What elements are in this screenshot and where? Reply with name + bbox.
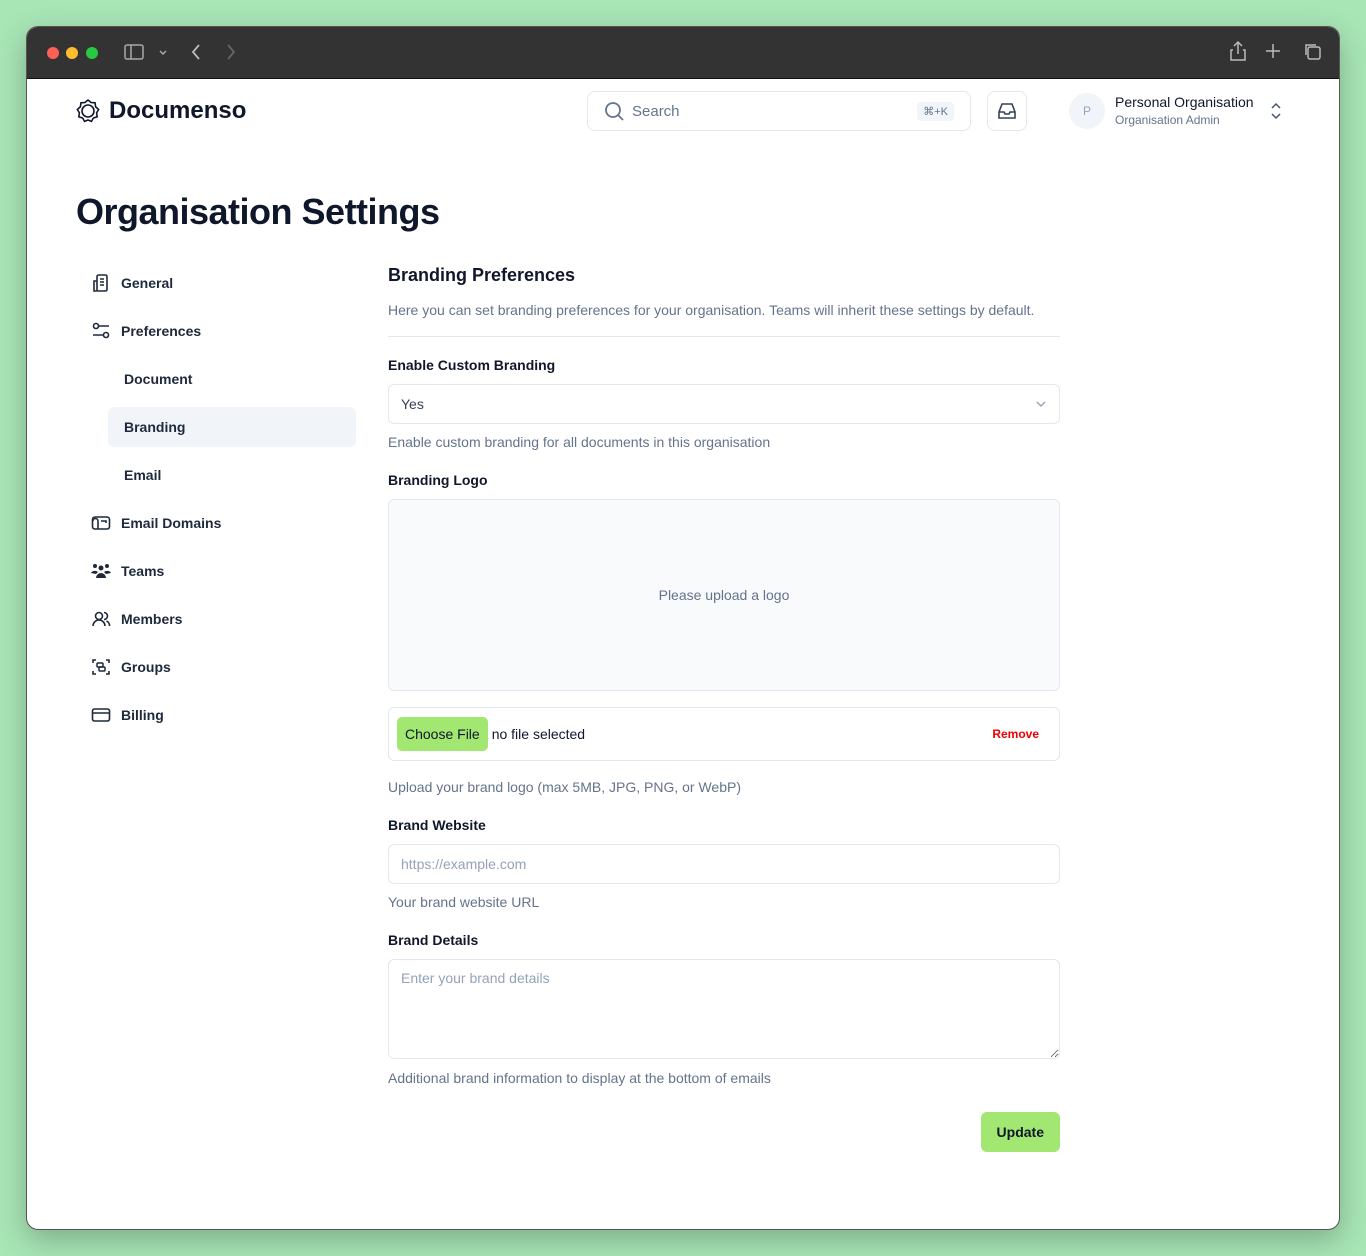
section-description: Here you can set branding preferences fo… xyxy=(388,302,1035,318)
website-help: Your brand website URL xyxy=(388,894,540,910)
sidebar-item-billing[interactable]: Billing xyxy=(83,695,356,735)
sliders-icon xyxy=(92,322,110,339)
search-placeholder: Search xyxy=(632,102,680,120)
divider xyxy=(388,336,1060,337)
logo-label: Branding Logo xyxy=(388,472,488,488)
credit-card-icon xyxy=(91,708,111,722)
sidebar-item-label: Email xyxy=(124,467,162,483)
users-icon xyxy=(92,611,111,627)
logo-help: Upload your brand logo (max 5MB, JPG, PN… xyxy=(388,779,741,795)
brand-name: Documenso xyxy=(109,97,247,124)
inbox-button[interactable] xyxy=(987,91,1027,131)
sidebar-item-label: Teams xyxy=(121,563,165,579)
sidebar-item-document[interactable]: Document xyxy=(83,359,356,399)
inbox-icon xyxy=(998,103,1016,119)
file-status: no file selected xyxy=(491,726,586,742)
sidebar-item-members[interactable]: Members xyxy=(83,599,356,639)
search-icon xyxy=(605,102,624,121)
sidebar-item-general[interactable]: General xyxy=(83,263,356,303)
section-title: Branding Preferences xyxy=(388,265,576,285)
sidebar-item-label: Email Domains xyxy=(121,515,222,531)
browser-titlebar xyxy=(27,27,1339,79)
sidebar-item-label: Branding xyxy=(124,419,186,435)
browser-window: Documenso Search ⌘+K P Personal Organisa… xyxy=(26,26,1340,1230)
details-label: Brand Details xyxy=(388,932,479,948)
brand-logo[interactable]: Documenso xyxy=(75,97,246,125)
org-role: Organisation Admin xyxy=(1115,113,1220,127)
sidebar-item-preferences[interactable]: Preferences xyxy=(83,311,356,351)
select-value: Yes xyxy=(401,396,424,412)
new-tab-icon[interactable] xyxy=(1265,43,1281,59)
brand-website-input[interactable]: https://example.com xyxy=(388,844,1060,884)
choose-file-button[interactable]: Choose File xyxy=(397,717,488,751)
update-button[interactable]: Update xyxy=(980,1112,1060,1152)
close-window-button[interactable] xyxy=(47,47,59,59)
enable-branding-label: Enable Custom Branding xyxy=(388,357,556,373)
page-title: Organisation Settings xyxy=(76,191,440,232)
enable-branding-help: Enable custom branding for all documents… xyxy=(388,434,771,450)
sidebar-item-label: Billing xyxy=(121,707,164,723)
settings-sidebar: General Preferences Document Branding Em… xyxy=(83,263,356,743)
remove-logo-button[interactable]: Remove xyxy=(992,727,1039,741)
tabs-icon[interactable] xyxy=(1303,42,1321,60)
sidebar-item-branding[interactable]: Branding xyxy=(108,407,356,447)
sidebar-item-email-domains[interactable]: Email Domains xyxy=(83,503,356,543)
back-icon[interactable] xyxy=(190,43,202,61)
search-input[interactable]: Search ⌘+K xyxy=(587,91,971,131)
forward-icon[interactable] xyxy=(225,43,237,61)
chevron-down-icon[interactable] xyxy=(158,49,168,57)
website-placeholder: https://example.com xyxy=(401,856,527,872)
mailbox-icon xyxy=(91,516,111,530)
logo-file-input[interactable]: Choose File no file selected Remove xyxy=(388,707,1060,761)
minimize-window-button[interactable] xyxy=(66,47,78,59)
sidebar-item-email[interactable]: Email xyxy=(83,455,356,495)
org-switcher[interactable]: Personal Organisation Organisation Admin xyxy=(1115,94,1254,127)
branding-form: Branding Preferences Here you can set br… xyxy=(388,265,1060,1152)
sidebar-item-label: Document xyxy=(124,371,193,387)
shortcut-badge: ⌘+K xyxy=(917,101,954,121)
sidebar-icon[interactable] xyxy=(124,44,144,60)
sidebar-item-label: Groups xyxy=(121,659,171,675)
enable-branding-select[interactable]: Yes xyxy=(388,384,1060,424)
website-label: Brand Website xyxy=(388,817,486,833)
building-icon xyxy=(93,274,108,292)
logo-preview: Please upload a logo xyxy=(388,499,1060,691)
group-icon xyxy=(92,659,110,675)
org-name: Personal Organisation xyxy=(1115,94,1254,110)
sidebar-item-label: Preferences xyxy=(121,323,202,339)
users-filled-icon xyxy=(91,564,111,578)
details-help: Additional brand information to display … xyxy=(388,1070,771,1086)
share-icon[interactable] xyxy=(1229,40,1247,62)
logo-icon xyxy=(76,98,100,123)
chevron-down-icon xyxy=(1036,401,1046,407)
sidebar-item-label: General xyxy=(121,275,174,291)
avatar[interactable]: P xyxy=(1069,93,1105,129)
sidebar-item-label: Members xyxy=(121,611,183,627)
logo-placeholder: Please upload a logo xyxy=(658,587,790,603)
sidebar-item-teams[interactable]: Teams xyxy=(83,551,356,591)
maximize-window-button[interactable] xyxy=(86,47,98,59)
sidebar-item-groups[interactable]: Groups xyxy=(83,647,356,687)
chevron-up-down-icon[interactable] xyxy=(1270,102,1282,120)
brand-details-textarea[interactable] xyxy=(388,959,1060,1059)
